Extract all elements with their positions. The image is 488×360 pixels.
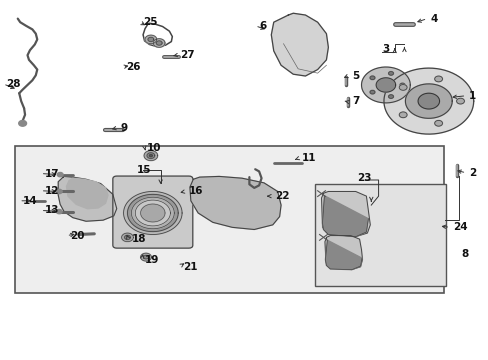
Polygon shape	[135, 200, 170, 226]
Circle shape	[456, 98, 464, 104]
Circle shape	[434, 76, 442, 82]
Polygon shape	[149, 154, 152, 157]
Text: 25: 25	[143, 17, 157, 27]
Text: 27: 27	[180, 50, 194, 60]
Bar	[15, 146, 444, 293]
Polygon shape	[145, 35, 157, 44]
Polygon shape	[147, 153, 155, 158]
Polygon shape	[143, 255, 148, 259]
Polygon shape	[127, 194, 178, 231]
Circle shape	[19, 121, 26, 126]
Text: 18: 18	[131, 234, 145, 244]
Circle shape	[399, 83, 404, 87]
Text: 14: 14	[22, 196, 37, 206]
Text: 17: 17	[44, 168, 59, 179]
Text: 28: 28	[6, 79, 21, 89]
Text: 21: 21	[183, 262, 198, 272]
Text: 11: 11	[302, 153, 316, 163]
Circle shape	[369, 76, 374, 80]
Polygon shape	[122, 233, 133, 242]
Text: 15: 15	[137, 165, 151, 175]
Text: 20: 20	[70, 231, 84, 240]
Circle shape	[56, 189, 62, 194]
Text: 12: 12	[44, 186, 59, 196]
Text: 10: 10	[147, 143, 161, 153]
Polygon shape	[375, 78, 395, 92]
Polygon shape	[325, 235, 362, 270]
Text: 5: 5	[351, 71, 358, 81]
Circle shape	[399, 112, 406, 118]
Text: 9: 9	[120, 123, 127, 133]
Circle shape	[434, 120, 442, 126]
Text: 2: 2	[468, 168, 475, 178]
Polygon shape	[124, 235, 130, 239]
Polygon shape	[271, 13, 328, 76]
Polygon shape	[66, 178, 108, 209]
Text: 7: 7	[351, 96, 358, 106]
Circle shape	[57, 172, 63, 177]
Polygon shape	[325, 240, 361, 270]
Circle shape	[369, 90, 374, 94]
Text: 13: 13	[44, 206, 59, 216]
FancyBboxPatch shape	[113, 176, 192, 248]
Polygon shape	[156, 41, 162, 45]
Text: 22: 22	[274, 191, 288, 201]
Bar	[315, 184, 445, 286]
Polygon shape	[58, 176, 117, 221]
Polygon shape	[417, 93, 439, 109]
Polygon shape	[141, 204, 164, 222]
Text: 19: 19	[145, 255, 159, 265]
Text: 3: 3	[382, 44, 389, 54]
Polygon shape	[123, 192, 182, 234]
Polygon shape	[361, 67, 409, 103]
Polygon shape	[131, 197, 174, 229]
Polygon shape	[405, 84, 451, 118]
Polygon shape	[322, 196, 367, 237]
Polygon shape	[148, 37, 154, 41]
Polygon shape	[141, 253, 151, 261]
Circle shape	[388, 72, 393, 75]
Text: 24: 24	[452, 222, 467, 232]
Polygon shape	[189, 176, 281, 229]
Text: 23: 23	[356, 173, 370, 183]
Text: 6: 6	[259, 21, 266, 31]
Text: 4: 4	[430, 14, 437, 24]
Text: 26: 26	[126, 62, 141, 72]
Polygon shape	[153, 39, 164, 47]
Circle shape	[56, 210, 62, 214]
Polygon shape	[321, 192, 369, 237]
Circle shape	[399, 85, 406, 90]
Circle shape	[388, 95, 393, 98]
Text: 8: 8	[461, 248, 468, 258]
Text: 1: 1	[468, 91, 475, 101]
Polygon shape	[144, 150, 158, 161]
Text: 16: 16	[188, 186, 203, 197]
Polygon shape	[383, 68, 473, 134]
